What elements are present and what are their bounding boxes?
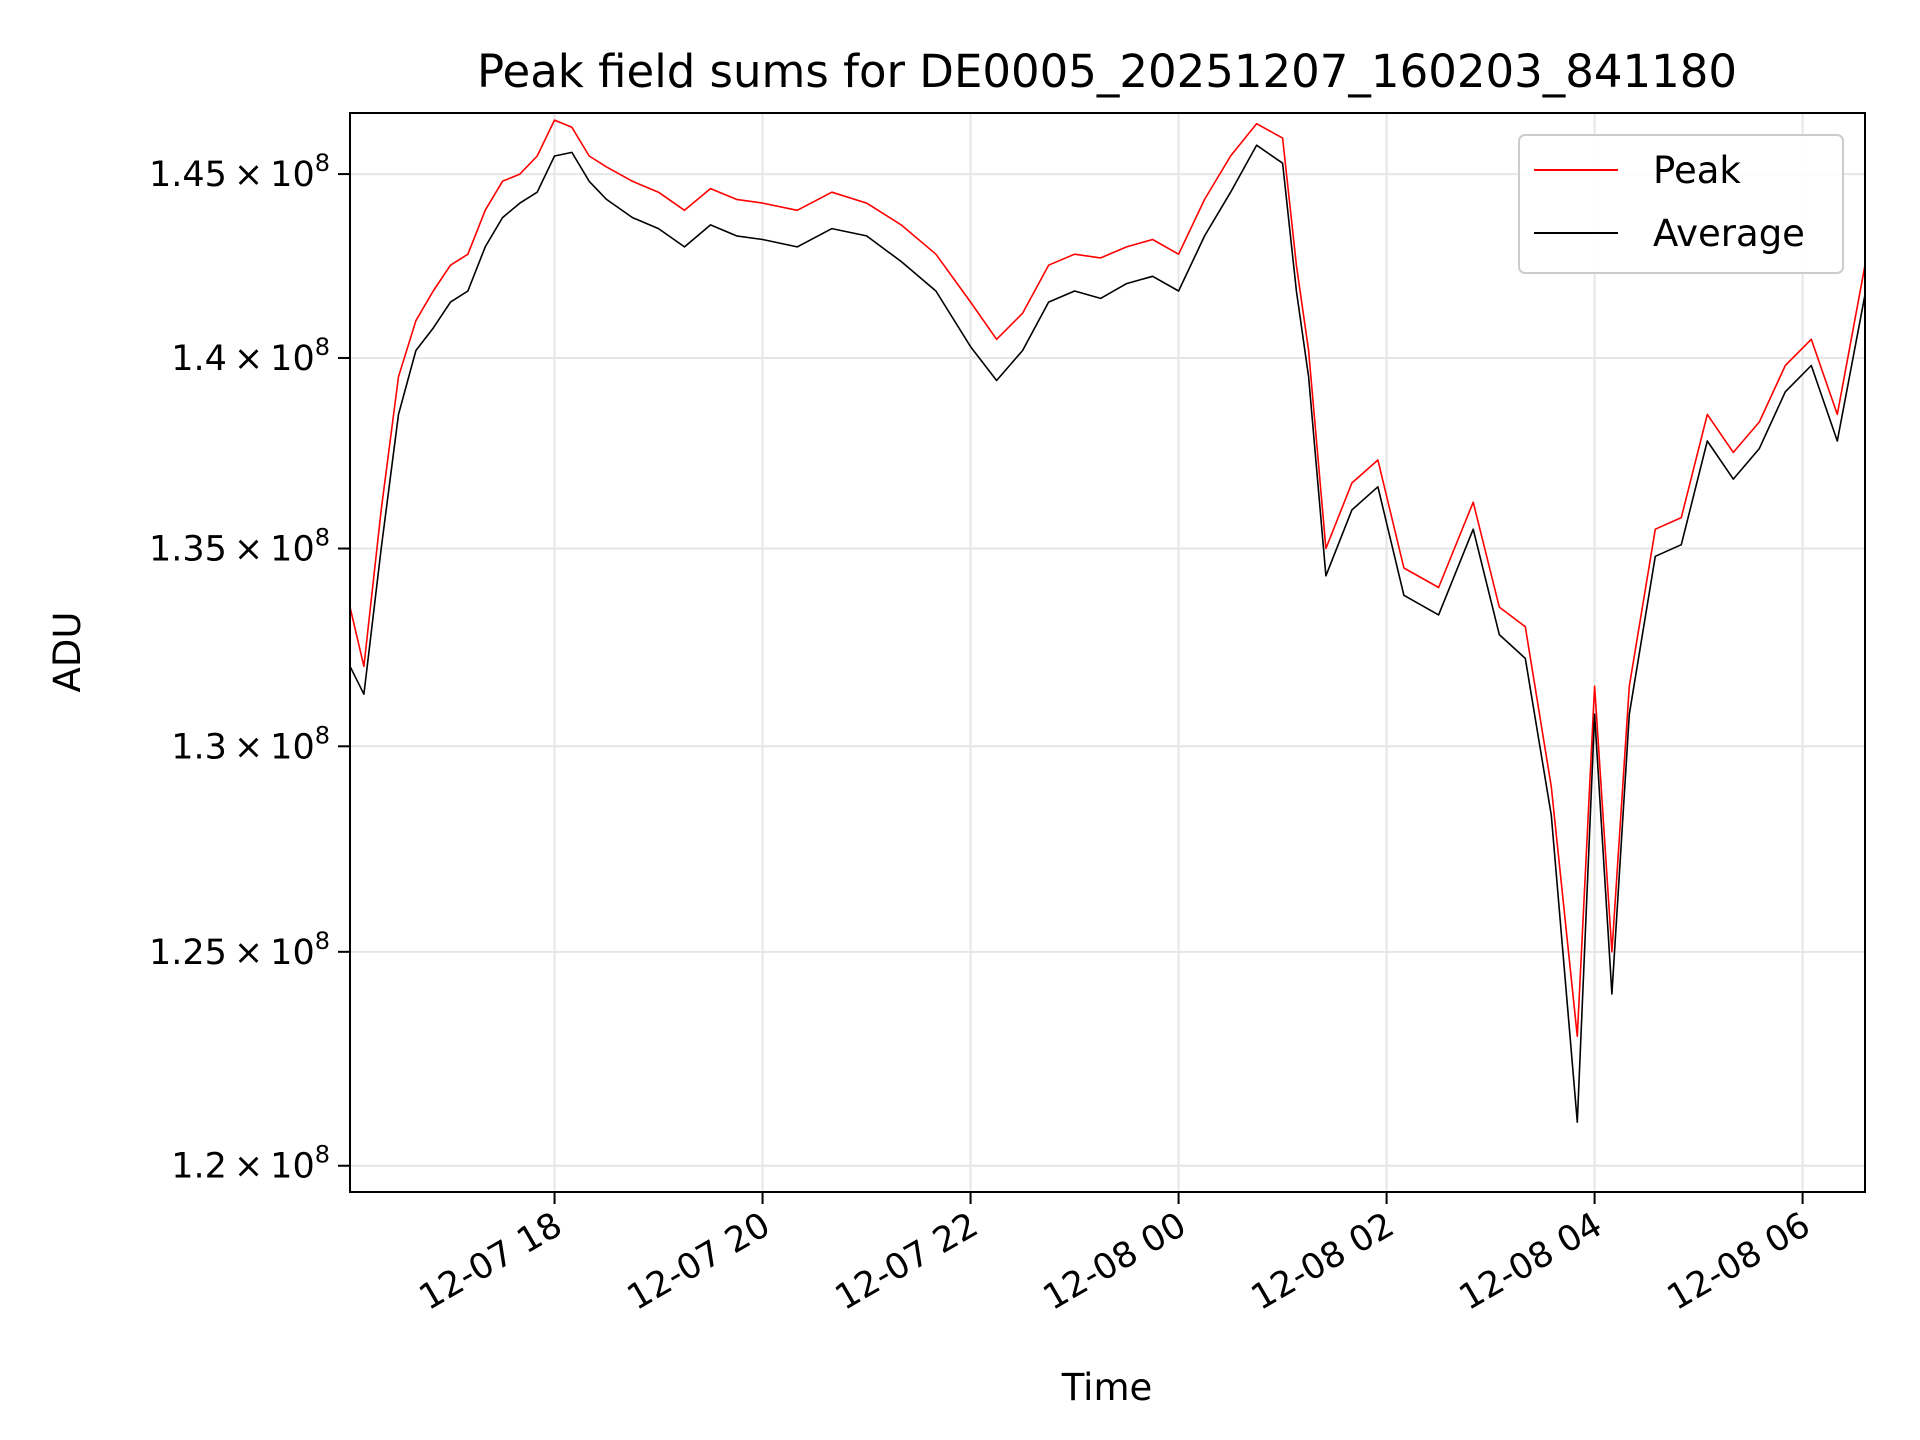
y-tick-label: 1.35 × 108: [149, 524, 330, 570]
series-line-average: [349, 144, 1866, 1123]
y-tick-label: 1.45 × 108: [149, 149, 330, 195]
plot-frame: [349, 112, 1866, 1193]
y-tick-label: 1.2 × 108: [171, 1141, 330, 1187]
y-tick-label: 1.4 × 108: [171, 333, 330, 379]
legend-peak-label: Peak: [1653, 149, 1741, 192]
legend: Peak Average: [1518, 134, 1844, 274]
y-tick-label: 1.25 × 108: [149, 927, 330, 973]
y-axis-label: ADU: [46, 612, 89, 693]
series-line-peak: [349, 119, 1866, 1038]
series-layer: [349, 119, 1866, 1123]
legend-average-label: Average: [1653, 212, 1805, 255]
y-axis: 1.2 × 108 1.25 × 108 1.3 × 108 1.35 × 108 1.…: [149, 149, 350, 1187]
x-axis-label: Time: [1061, 1366, 1153, 1409]
chart-title: Peak field sums for DE0005_20251207_1602…: [477, 45, 1737, 98]
grid: [350, 113, 1865, 1192]
y-tick-label: 1.3 × 108: [171, 721, 330, 767]
